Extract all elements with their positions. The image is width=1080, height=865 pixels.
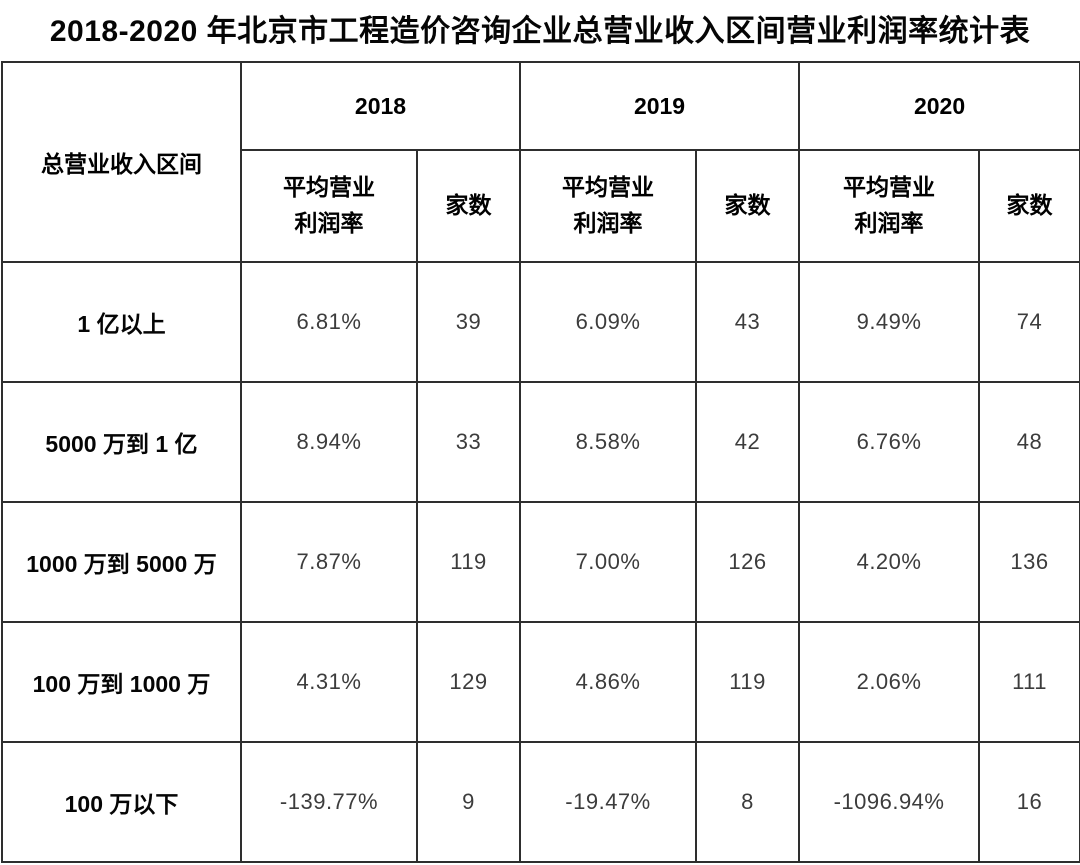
cell-rate-2019: -19.47% (519, 741, 698, 863)
year-header-2019: 2019 (519, 61, 801, 151)
cell-rate-2018: -139.77% (240, 741, 418, 863)
subheader-count-2019: 家数 (695, 149, 801, 263)
statistics-table: 总营业收入区间 2018 2019 2020 平均营业利润率 家数 平均营业利润… (1, 61, 1080, 863)
table-row-10m-to-50m: 1000 万到 5000 万 7.87% 119 7.00% 126 4.20%… (1, 501, 1080, 623)
year-header-2018: 2018 (239, 61, 522, 151)
cell-count-2019: 119 (695, 621, 801, 743)
subheader-rate-2020: 平均营业利润率 (798, 149, 981, 263)
table-row-1m-to-10m: 100 万到 1000 万 4.31% 129 4.86% 119 2.06% … (1, 621, 1080, 743)
cell-rate-2020: 6.76% (798, 381, 981, 503)
cell-count-2020: 111 (978, 621, 1080, 743)
cell-rate-2018: 7.87% (240, 501, 418, 623)
header-row-years: 总营业收入区间 2018 2019 2020 (1, 61, 1080, 263)
cell-count-2019: 42 (695, 381, 801, 503)
subheader-count-2018: 家数 (415, 149, 522, 263)
row-label: 100 万到 1000 万 (1, 621, 242, 743)
row-label: 5000 万到 1 亿 (1, 381, 242, 503)
cell-rate-2018: 4.31% (240, 621, 418, 743)
row-label: 1000 万到 5000 万 (1, 501, 242, 623)
cell-count-2018: 9 (415, 741, 522, 863)
table-row-over-100m: 1 亿以上 6.81% 39 6.09% 43 9.49% 74 (1, 261, 1080, 383)
cell-count-2019: 43 (695, 261, 801, 383)
table-row-under-1m: 100 万以下 -139.77% 9 -19.47% 8 -1096.94% 1… (1, 741, 1080, 863)
cell-count-2020: 74 (978, 261, 1080, 383)
cell-rate-2019: 4.86% (519, 621, 698, 743)
subheader-rate-2018: 平均营业利润率 (240, 149, 418, 263)
row-header-label: 总营业收入区间 (1, 61, 242, 263)
cell-rate-2020: 2.06% (798, 621, 981, 743)
subheader-rate-2019: 平均营业利润率 (519, 149, 698, 263)
cell-rate-2020: -1096.94% (798, 741, 981, 863)
subheader-rate-label: 平均营业利润率 (562, 174, 655, 236)
cell-rate-2020: 9.49% (798, 261, 981, 383)
cell-count-2018: 33 (415, 381, 522, 503)
page-title: 2018-2020 年北京市工程造价咨询企业总营业收入区间营业利润率统计表 (49, 15, 1031, 48)
year-header-2020: 2020 (798, 61, 1080, 151)
cell-rate-2020: 4.20% (798, 501, 981, 623)
cell-count-2018: 129 (415, 621, 522, 743)
cell-count-2019: 126 (695, 501, 801, 623)
subheader-rate-label: 平均营业利润率 (843, 174, 936, 236)
cell-count-2018: 39 (415, 261, 522, 383)
cell-count-2020: 48 (978, 381, 1080, 503)
cell-count-2020: 136 (978, 501, 1080, 623)
cell-rate-2019: 7.00% (519, 501, 698, 623)
cell-count-2019: 8 (695, 741, 801, 863)
header-row-subcolumns: 平均营业利润率 家数 平均营业利润率 家数 平均营业利润率 家数 (2, 149, 1080, 263)
cell-rate-2019: 6.09% (519, 261, 698, 383)
table-row-50m-to-100m: 5000 万到 1 亿 8.94% 33 8.58% 42 6.76% 48 (1, 381, 1080, 503)
cell-count-2020: 16 (978, 741, 1080, 863)
subheader-rate-label: 平均营业利润率 (283, 174, 375, 236)
cell-count-2018: 119 (415, 501, 522, 623)
cell-rate-2018: 8.94% (240, 381, 418, 503)
cell-rate-2019: 8.58% (519, 381, 698, 503)
row-label: 1 亿以上 (1, 261, 242, 383)
cell-rate-2018: 6.81% (240, 261, 418, 383)
row-label: 100 万以下 (1, 741, 242, 863)
subheader-count-2020: 家数 (978, 149, 1080, 263)
